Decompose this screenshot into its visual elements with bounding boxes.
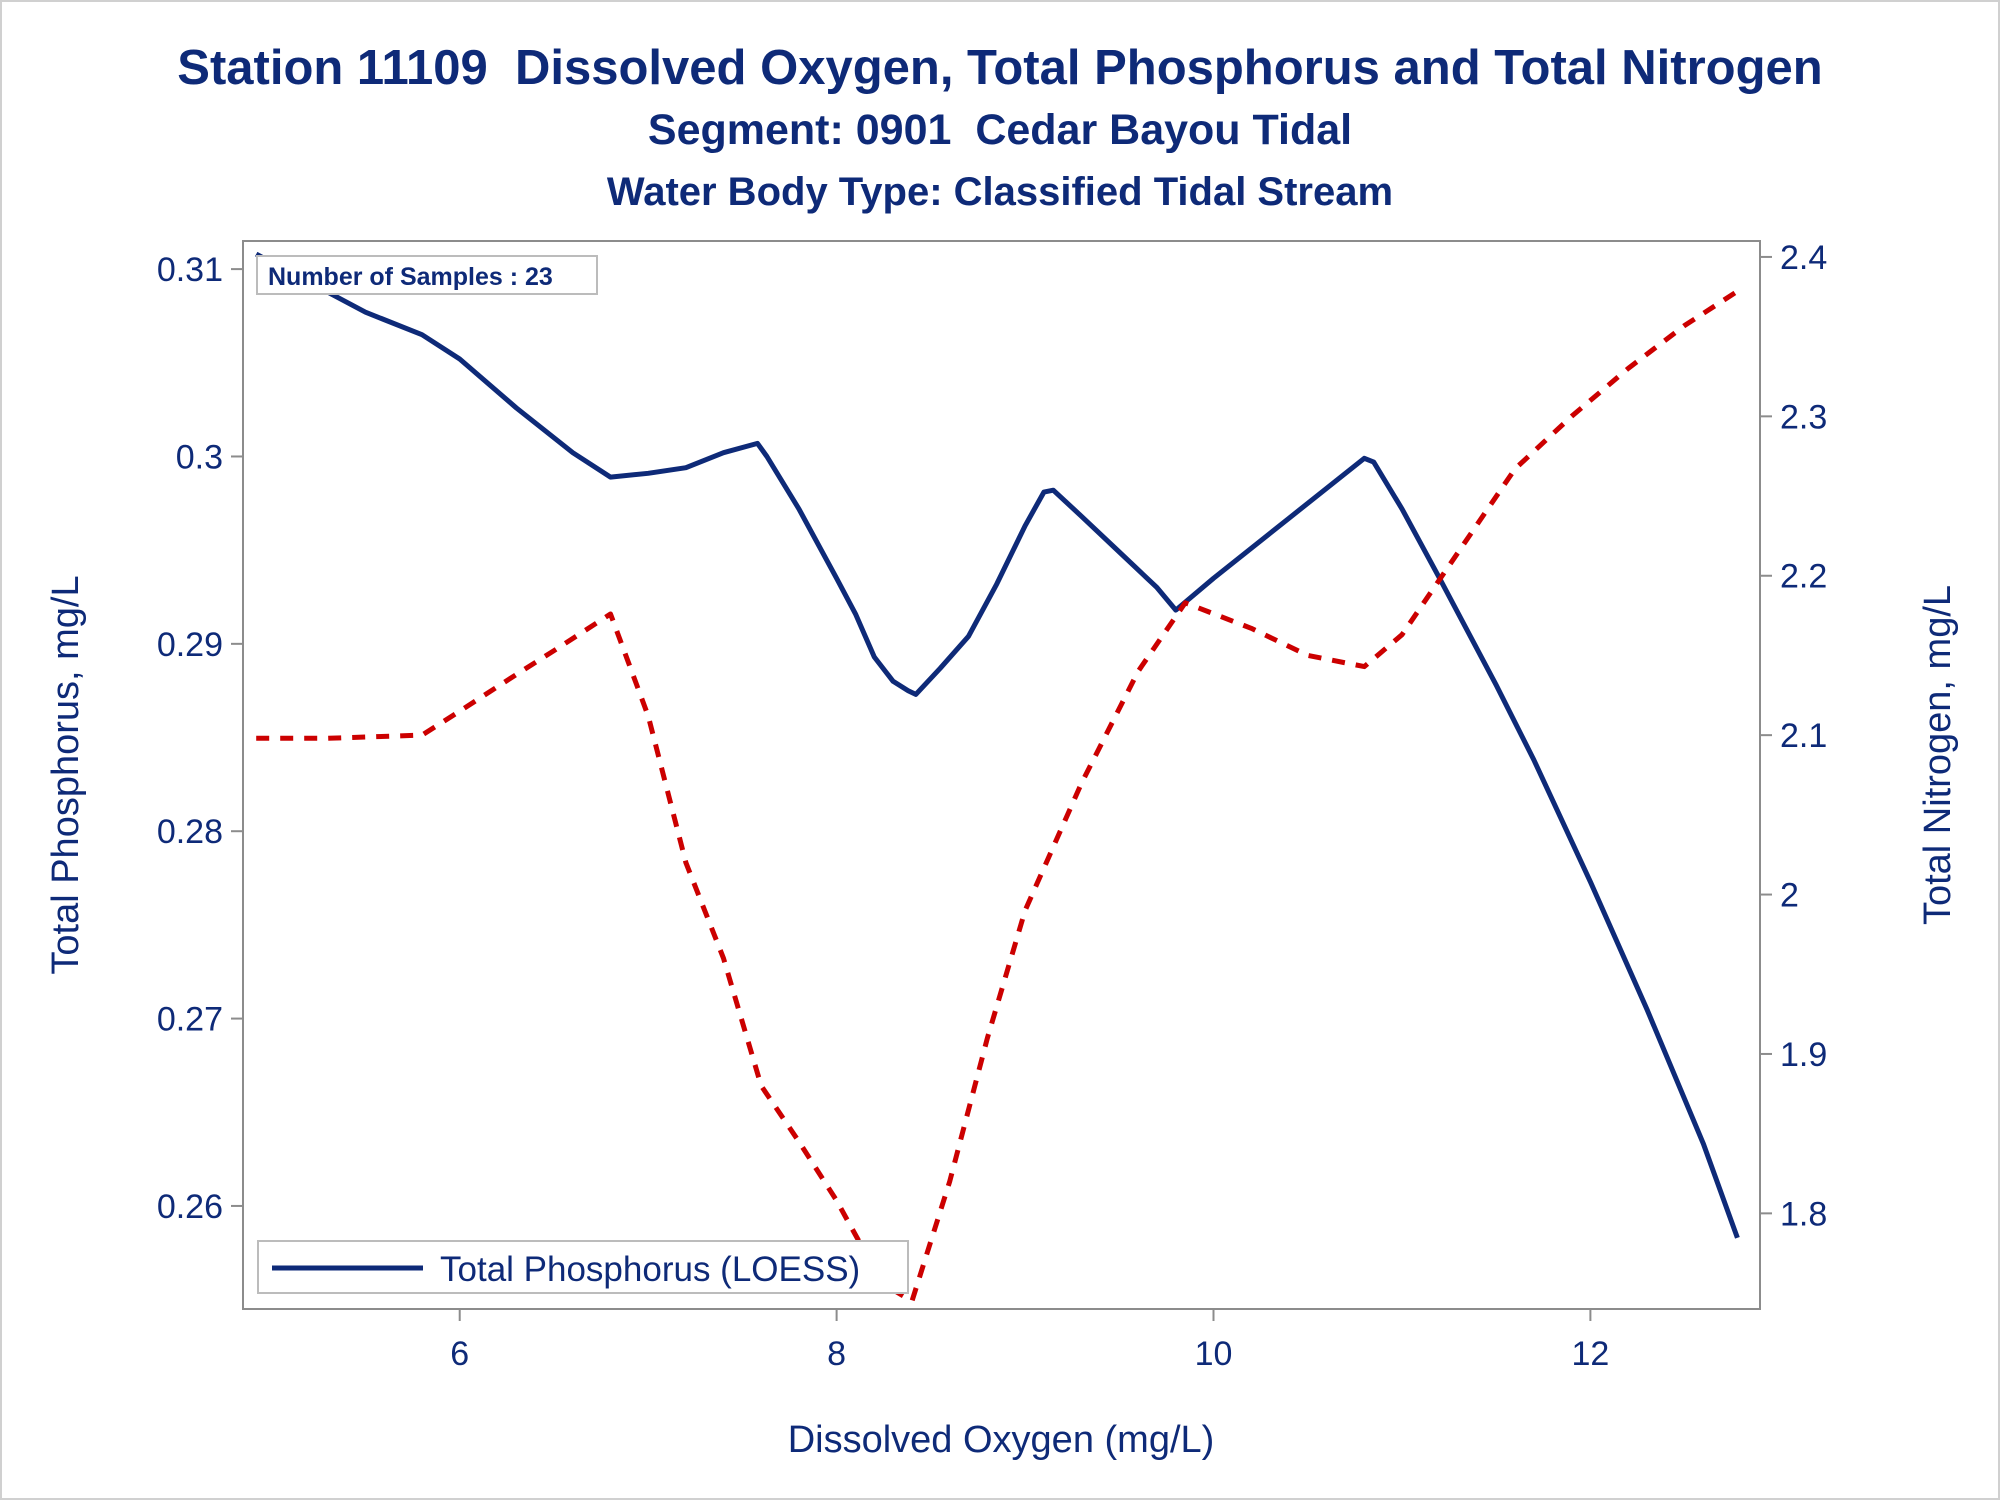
y-right-tick-label: 1.9 (1780, 1036, 1827, 1074)
x-tick-label: 10 (1195, 1335, 1233, 1373)
y-right-tick-label: 2 (1780, 877, 1799, 915)
chart-title: Station 11109 Dissolved Oxygen, Total Ph… (177, 41, 1823, 95)
y-left-axis-label: Total Phosphorus, mg/L (45, 575, 87, 974)
samples-inset-box (256, 255, 598, 295)
ticks-layer: 6 8 10 12 0.26 0.27 0.28 0.29 0.3 0.31 1.8 1.9 2 2.1 2… (157, 239, 1827, 1373)
series-line-total-nitrogen-loess (256, 286, 1743, 1304)
y-right-tick-label: 2.3 (1780, 398, 1827, 436)
x-tick-label: 12 (1571, 1335, 1609, 1373)
y-right-tick-label: 1.8 (1780, 1195, 1827, 1233)
y-left-tick-label: 0.28 (157, 813, 223, 851)
samples-inset: Number of Samples : 23 (256, 255, 598, 295)
y-right-tick-label: 2.4 (1780, 239, 1827, 277)
y-right-axis-label: Total Nitrogen, mg/L (1917, 585, 1959, 925)
y-left-tick-label: 0.31 (157, 251, 223, 289)
y-right-tick-label: 2.2 (1780, 558, 1827, 596)
y-left-tick-label: 0.29 (157, 626, 223, 664)
legend: Total Phosphorus (LOESS) (257, 1240, 909, 1294)
y-left-tick-label: 0.27 (157, 1001, 223, 1039)
samples-inset-text: Number of Samples : 23 (268, 263, 553, 291)
x-tick-label: 6 (450, 1335, 469, 1373)
series-line-total-phosphorus-loess (255, 251, 1740, 1239)
chart-subtitle: Segment: 0901 Cedar Bayou Tidal (647, 106, 1353, 154)
x-tick-label: 8 (827, 1335, 846, 1373)
chart-subtitle-water-body: Water Body Type: Classified Tidal Stream (606, 170, 1394, 214)
y-left-tick-label: 0.26 (157, 1188, 223, 1226)
y-left-tick-label: 0.3 (176, 438, 223, 476)
y-right-tick-label: 2.1 (1780, 717, 1827, 755)
plot-area (242, 240, 1761, 1310)
series-layer (255, 251, 1743, 1304)
legend-label-total-phosphorus: Total Phosphorus (LOESS) (440, 1250, 860, 1289)
x-axis-label: Dissolved Oxygen (mg/L) (788, 1419, 1215, 1461)
